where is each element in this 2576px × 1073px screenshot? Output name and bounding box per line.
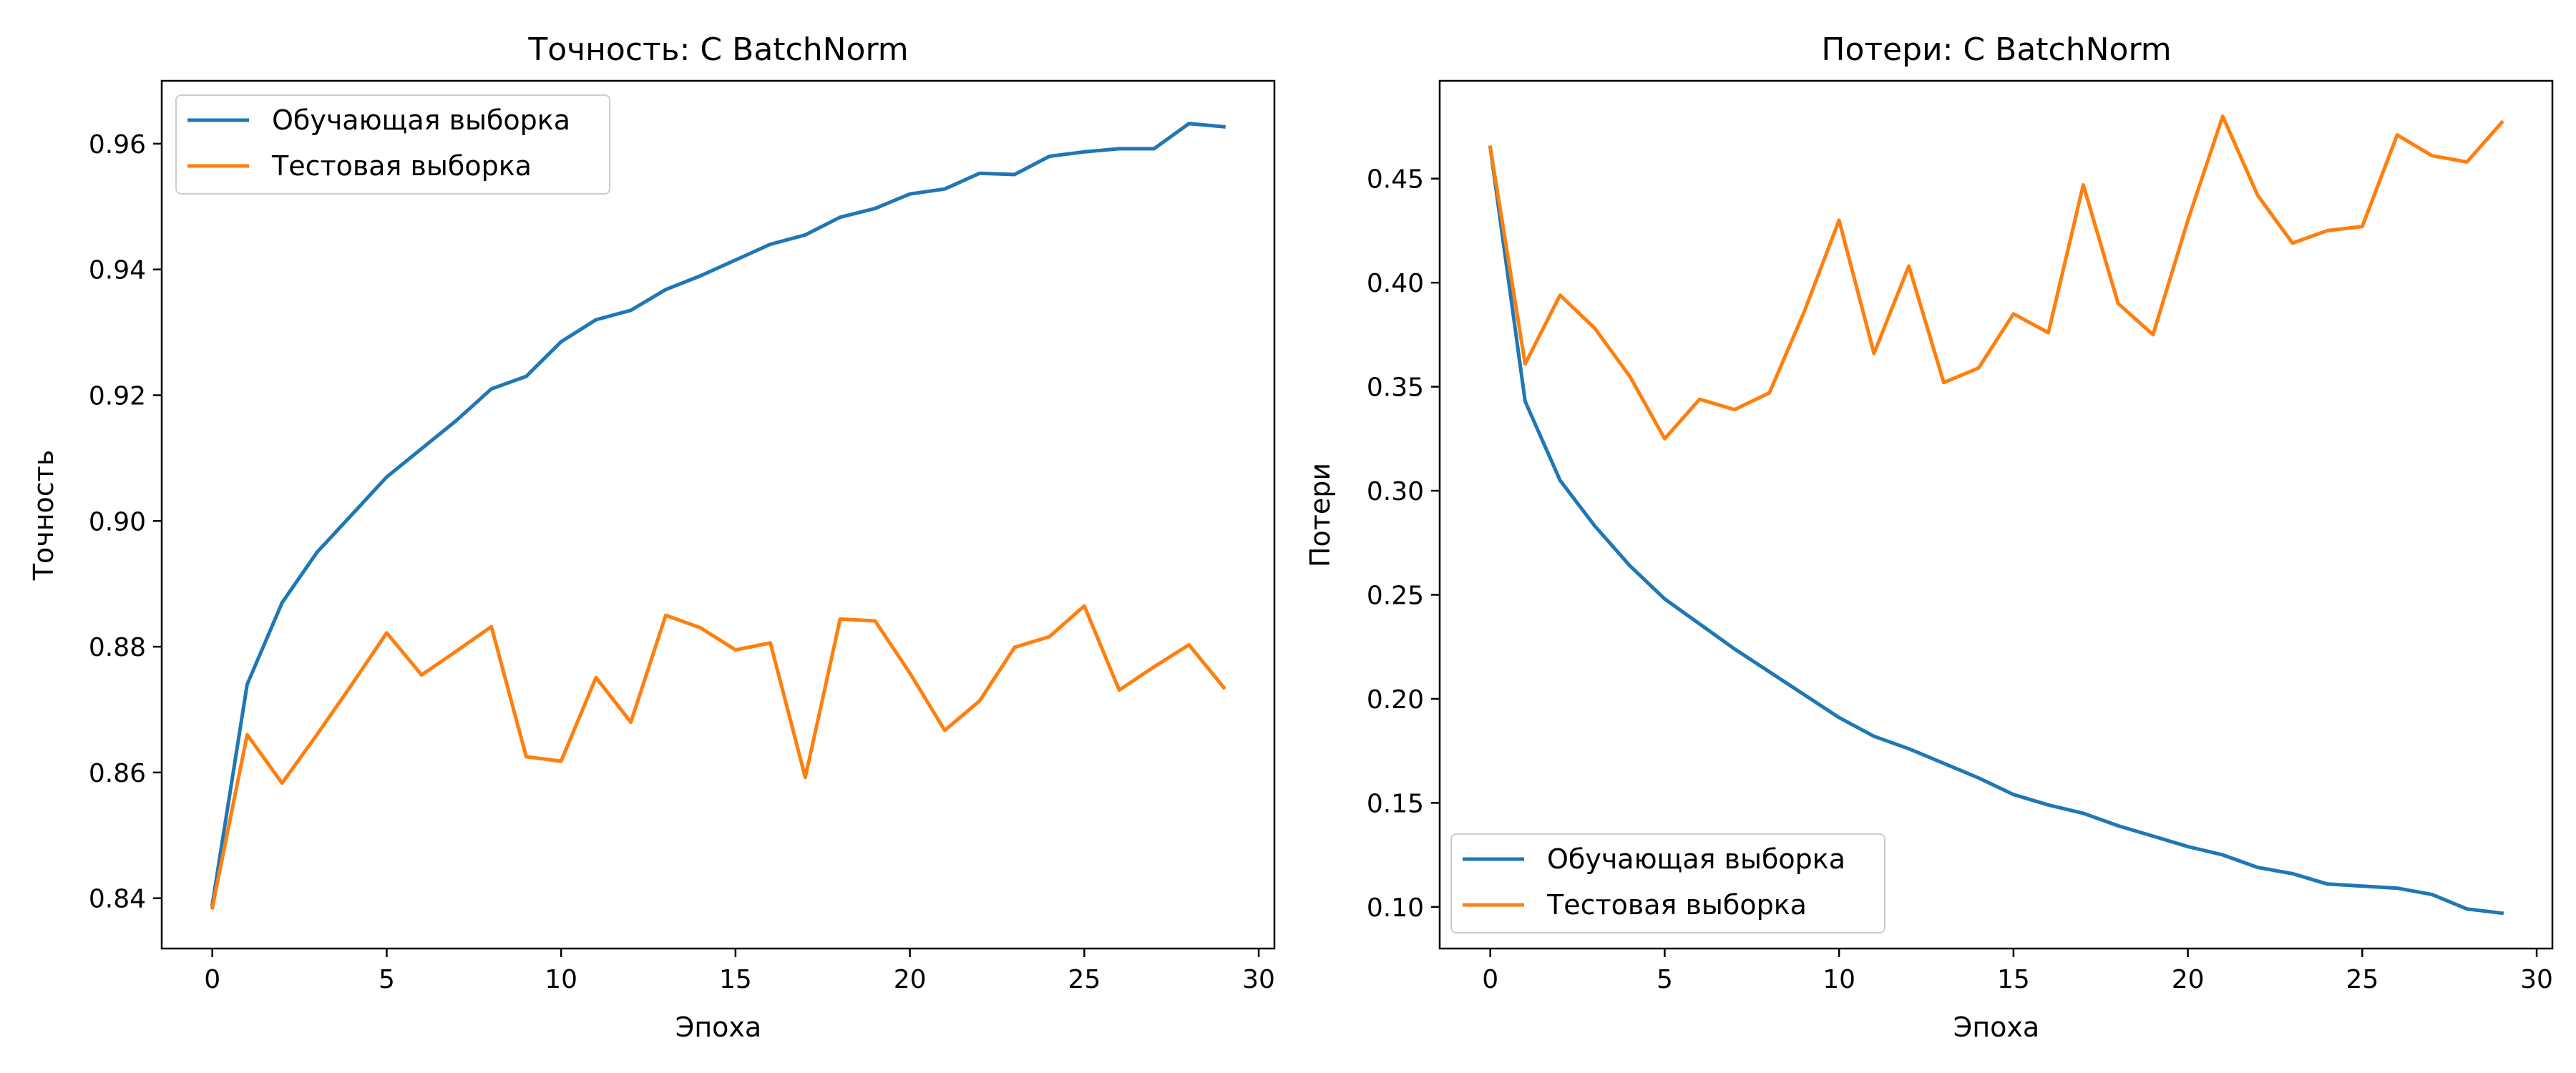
loss-y-tick-label: 0.30 — [1367, 477, 1424, 506]
accuracy-y-tick-label: 0.84 — [89, 885, 146, 914]
loss-legend-label-train: Обучающая выборка — [1547, 843, 1845, 875]
accuracy-chart-ticks: 0 5 10 15 20 25 30 0.84 0.86 0.88 0.90 0.92 0.94 0.96 — [89, 130, 1275, 994]
accuracy-legend-label-test: Тестовая выборка — [271, 150, 532, 182]
loss-x-tick-label: 20 — [2172, 965, 2205, 994]
accuracy-y-tick-label: 0.88 — [89, 633, 146, 662]
accuracy-chart-ylabel: Точность — [28, 450, 59, 581]
accuracy-x-tick-label: 10 — [545, 965, 577, 994]
loss-y-tick-label: 0.10 — [1367, 893, 1424, 923]
loss-chart-frame — [1438, 79, 2554, 950]
accuracy-series-line-test — [210, 604, 1226, 910]
accuracy-legend-label-train: Обучающая выборка — [272, 104, 570, 136]
accuracy-y-tick-label: 0.90 — [89, 507, 146, 536]
loss-y-tick-label: 0.45 — [1367, 165, 1424, 195]
loss-chart-ticks: 0 5 10 15 20 25 30 0.10 0.15 0.20 0.25 0.30 0.35 0.40… — [1367, 165, 2553, 994]
loss-x-tick-label: 15 — [1997, 965, 2030, 994]
loss-x-tick-label: 0 — [1482, 965, 1498, 994]
loss-series-line-train — [1488, 145, 2504, 916]
accuracy-chart: Точность: С BatchNorm 0 5 10 15 20 25 30 0.84 0.… — [28, 31, 1276, 1043]
loss-y-tick-label: 0.35 — [1367, 373, 1424, 403]
loss-x-tick-label: 10 — [1823, 965, 1855, 994]
loss-x-tick-label: 25 — [2346, 965, 2379, 994]
accuracy-y-tick-label: 0.92 — [89, 381, 146, 411]
loss-x-tick-label: 30 — [2520, 965, 2553, 994]
loss-series-line-test — [1488, 114, 2504, 441]
accuracy-y-tick-label: 0.86 — [89, 759, 146, 788]
accuracy-chart-xlabel: Эпоха — [675, 1011, 761, 1043]
loss-chart-title: Потери: С BatchNorm — [1821, 31, 2171, 68]
loss-y-tick-label: 0.20 — [1367, 685, 1424, 715]
accuracy-y-tick-label: 0.96 — [89, 130, 146, 160]
loss-legend-label-test: Тестовая выборка — [1546, 889, 1807, 921]
loss-chart: Потери: С BatchNorm 0 5 10 15 20 25 30 0.10 0.15… — [1304, 31, 2554, 1043]
loss-chart-ylabel: Потери — [1304, 463, 1336, 567]
accuracy-chart-lines — [210, 122, 1226, 910]
accuracy-x-tick-label: 25 — [1068, 965, 1101, 994]
loss-chart-legend: Обучающая выборка Тестовая выборка — [1450, 833, 1885, 934]
loss-y-tick-label: 0.15 — [1367, 789, 1424, 818]
loss-x-tick-label: 5 — [1657, 965, 1673, 994]
loss-chart-xlabel: Эпоха — [1953, 1011, 2039, 1043]
accuracy-y-tick-label: 0.94 — [89, 256, 146, 285]
accuracy-x-tick-label: 30 — [1242, 965, 1275, 994]
accuracy-legend-box — [175, 94, 610, 195]
loss-legend-box — [1450, 833, 1885, 934]
accuracy-x-tick-label: 0 — [204, 965, 220, 994]
loss-y-tick-label: 0.25 — [1367, 581, 1424, 610]
accuracy-x-tick-label: 15 — [719, 965, 752, 994]
accuracy-x-tick-label: 5 — [379, 965, 395, 994]
accuracy-series-line-train — [210, 122, 1226, 907]
loss-y-tick-label: 0.40 — [1367, 269, 1424, 298]
loss-chart-lines — [1488, 114, 2504, 916]
accuracy-x-tick-label: 20 — [894, 965, 927, 994]
accuracy-chart-title: Точность: С BatchNorm — [527, 31, 908, 68]
accuracy-chart-frame — [160, 79, 1276, 950]
accuracy-chart-legend: Обучающая выборка Тестовая выборка — [175, 94, 610, 195]
